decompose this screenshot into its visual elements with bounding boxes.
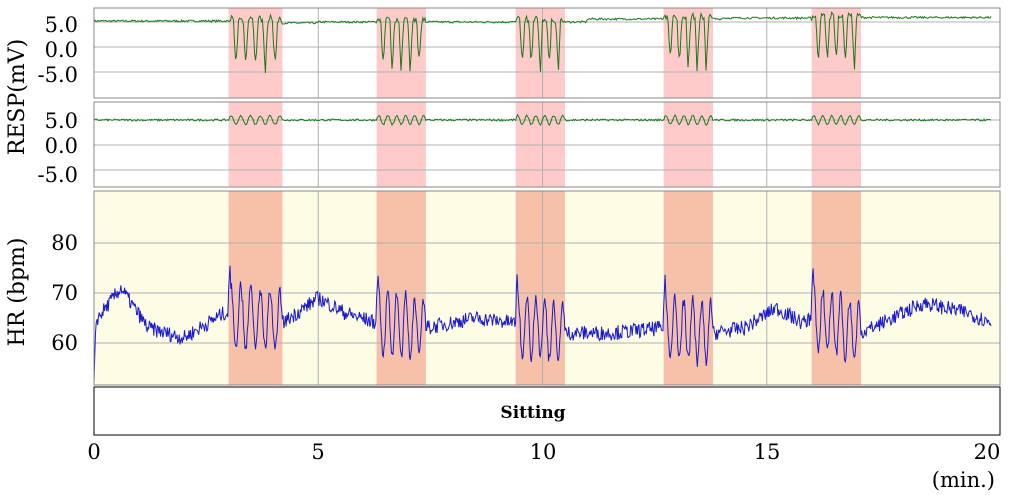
resp2-ytick-label: 5.0: [45, 109, 78, 133]
resp1-series-line: [93, 11, 992, 74]
resp1-ytick-label: -5.0: [38, 63, 79, 87]
posture-label: Sitting: [500, 403, 565, 423]
xtick-label: 0: [87, 440, 100, 464]
hr-frame: [93, 190, 1001, 386]
resp-ylabel: RESP(mV): [5, 39, 30, 155]
resp1-ytick-label: 0.0: [45, 38, 78, 62]
highlight-interval: [228, 191, 283, 385]
hr-ytick-label: 70: [51, 281, 78, 305]
hr-ylabel: HR (bpm): [5, 238, 30, 347]
xtick-label: 10: [530, 440, 557, 464]
resp2-series-line: [93, 113, 991, 127]
xaxis-unit: (min.): [932, 468, 995, 492]
hr-series-line: [93, 265, 992, 384]
xtick-label: 20: [974, 440, 1001, 464]
hr-ytick-label: 60: [51, 331, 78, 355]
hr-ytick-label: 80: [51, 231, 78, 255]
resp1-frame: [93, 7, 1001, 99]
xtick-label: 5: [311, 440, 324, 464]
highlight-interval: [515, 8, 565, 98]
resp2-ytick-label: -5.0: [38, 163, 79, 187]
highlight-interval: [228, 8, 283, 98]
xtick-label: 15: [754, 440, 781, 464]
resp2-frame: [93, 101, 1001, 188]
resp1-ytick-label: 5.0: [45, 13, 78, 37]
highlight-interval: [663, 8, 713, 98]
resp2-ytick-label: 0.0: [45, 134, 78, 158]
posture-bar: [93, 386, 1001, 436]
highlight-interval: [376, 8, 426, 98]
